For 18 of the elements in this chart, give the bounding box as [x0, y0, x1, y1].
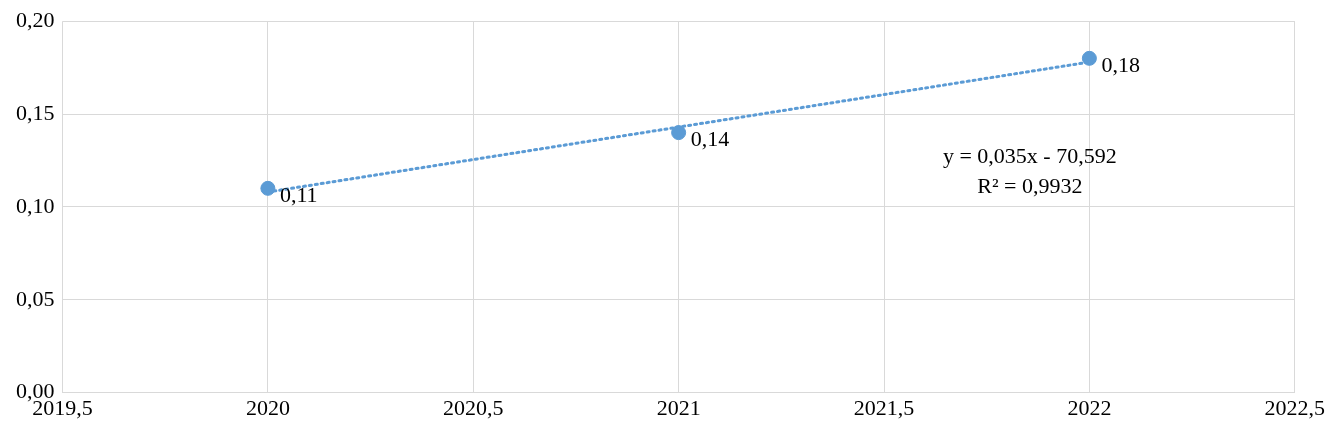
data-label: 0,14 — [690, 126, 730, 152]
y-tick-label: 0,20 — [16, 6, 55, 32]
x-tick-label: 2022 — [1067, 394, 1112, 420]
annotation: R² = 0,9932 — [977, 172, 1083, 198]
x-tick-label: 2021,5 — [853, 394, 915, 420]
point — [1081, 50, 1097, 66]
y-tick-label: 0,05 — [16, 285, 55, 311]
x-tick-label: 2021 — [656, 394, 701, 420]
x-tick-label: 2020 — [245, 394, 290, 420]
y-tick-label: 0,15 — [16, 99, 55, 125]
data-label: 0,11 — [279, 182, 318, 208]
annotation: y = 0,035x - 70,592 — [942, 142, 1117, 168]
x-tick-label: 2022,5 — [1264, 394, 1325, 420]
point — [671, 125, 687, 141]
x-tick-label: 2020,5 — [443, 394, 504, 420]
data-label: 0,18 — [1101, 52, 1140, 78]
y-tick-label: 0,10 — [16, 192, 55, 218]
point — [260, 180, 276, 196]
